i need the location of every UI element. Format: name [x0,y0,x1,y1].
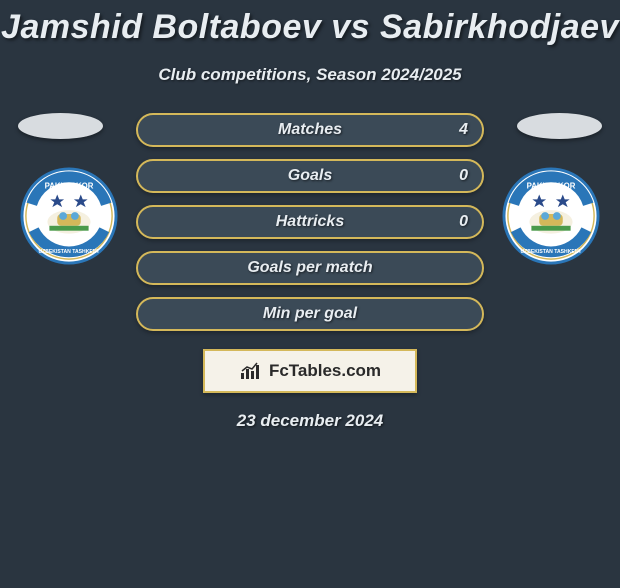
brand-text: FcTables.com [269,361,381,381]
stat-row-goals-per-match: Goals per match [136,251,484,285]
stat-label: Hattricks [276,213,344,231]
club-logo-right: PAKHTAKOR UZBEKISTAN TASHKENT [502,167,600,265]
svg-text:PAKHTAKOR: PAKHTAKOR [45,182,94,191]
svg-text:UZBEKISTAN TASHKENT: UZBEKISTAN TASHKENT [38,249,100,255]
comparison-area: PAKHTAKOR UZBEKISTAN TASHKENT PAKHTAKOR … [0,113,620,431]
stat-row-hattricks: Hattricks 0 [136,205,484,239]
stat-row-matches: Matches 4 [136,113,484,147]
stat-right-value: 0 [459,167,468,185]
brand-attribution[interactable]: FcTables.com [203,349,417,393]
stat-label: Min per goal [263,305,357,323]
svg-text:UZBEKISTAN TASHKENT: UZBEKISTAN TASHKENT [520,249,582,255]
svg-text:PAKHTAKOR: PAKHTAKOR [527,182,576,191]
stat-label: Goals [288,167,332,185]
chart-icon [239,361,263,381]
stat-row-goals: Goals 0 [136,159,484,193]
player-shadow-right [517,113,602,139]
stat-row-min-per-goal: Min per goal [136,297,484,331]
subtitle: Club competitions, Season 2024/2025 [0,65,620,85]
stat-right-value: 0 [459,213,468,231]
stat-label: Goals per match [247,259,372,277]
stat-right-value: 4 [459,121,468,139]
page-title: Jamshid Boltaboev vs Sabirkhodjaev [0,8,620,47]
stat-label: Matches [278,121,342,139]
stats-column: Matches 4 Goals 0 Hattricks 0 Goals per … [136,113,484,331]
player-shadow-left [18,113,103,139]
club-logo-left: PAKHTAKOR UZBEKISTAN TASHKENT [20,167,118,265]
date-text: 23 december 2024 [0,411,620,431]
